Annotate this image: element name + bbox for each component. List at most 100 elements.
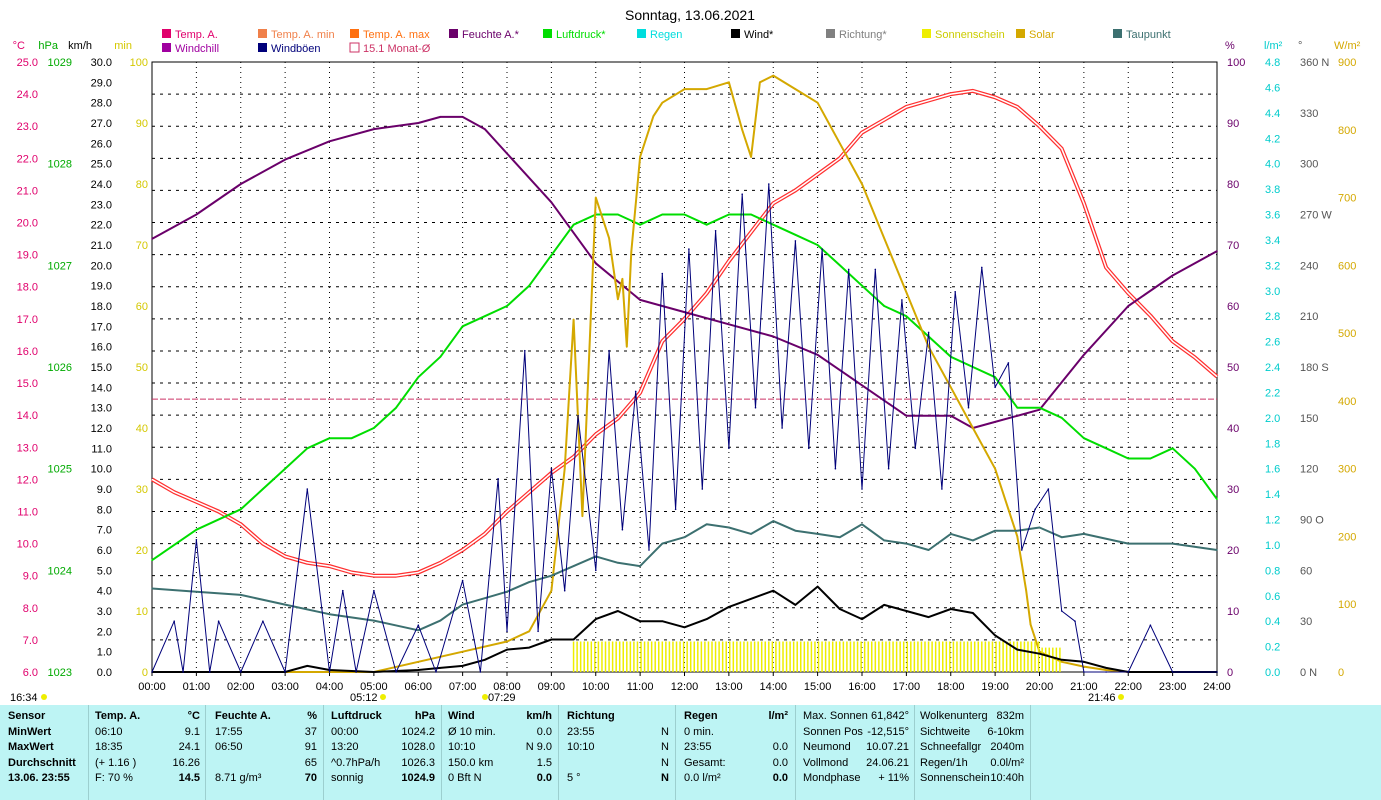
data-point — [506, 590, 508, 593]
data-point — [781, 427, 783, 429]
data-point — [373, 671, 375, 673]
legend-label: Richtung* — [839, 29, 887, 41]
data-point — [417, 661, 420, 663]
data-point — [839, 608, 841, 610]
cell: Gesamt: — [684, 756, 726, 769]
data-point — [661, 620, 664, 622]
data-point — [1016, 529, 1019, 532]
axis-tick-label: 30 — [136, 484, 148, 496]
data-point — [328, 437, 331, 440]
sun-dot-rise — [380, 694, 386, 700]
x-tick-label: 22:00 — [1114, 681, 1142, 693]
axis-tick-label: 0.6 — [1265, 591, 1280, 603]
cell: 24.1 — [178, 741, 200, 753]
axis-tick-label: 1028 — [48, 159, 72, 171]
data-point — [808, 447, 810, 450]
data-point — [816, 244, 819, 246]
legend-label: Wind* — [744, 29, 774, 41]
data-point — [284, 158, 286, 161]
data-point — [994, 467, 996, 470]
data-point — [1034, 508, 1036, 511]
data-point — [626, 345, 628, 348]
axis-tick-label: 30 — [1300, 616, 1312, 628]
data-point — [967, 406, 970, 409]
axis-tick-label: 2.0 — [97, 626, 112, 638]
row-label: Durchschnitt — [8, 756, 76, 769]
row-label: MinWert — [8, 725, 52, 738]
legend-swatch — [543, 29, 552, 38]
data-point — [461, 116, 464, 118]
legend-label: Sonnenschein — [935, 29, 1005, 41]
cell: Schneefallgr — [920, 741, 982, 753]
axis-tick-label: 11.0 — [17, 506, 38, 518]
data-point — [328, 140, 331, 143]
data-point — [182, 671, 184, 673]
data-point — [905, 315, 908, 318]
data-point — [1105, 671, 1107, 673]
axis-tick-label: 60 — [1300, 565, 1312, 577]
temp-column: Temp. A. °C 06:10 9.1 18:35 24.1 (+ 1.16 ) 1… — [95, 709, 200, 787]
cell: N — [661, 772, 669, 784]
axis-tick-label: 13.0 — [91, 403, 112, 415]
data-point — [373, 427, 375, 429]
axis-tick-label: 0.4 — [1265, 616, 1280, 628]
data-point — [439, 356, 442, 358]
data-point — [563, 589, 566, 592]
cell: 0.0l/m² — [990, 756, 1024, 769]
axis-tick-label: 0.2 — [1265, 642, 1280, 654]
cell: Ø 10 min. — [448, 725, 496, 738]
axis-tick-label: 100 — [1227, 57, 1245, 69]
data-point — [883, 604, 885, 606]
axis-tick-label: 180 S — [1300, 362, 1329, 374]
axis-tick-label: 20.0 — [17, 218, 38, 230]
data-point — [581, 515, 584, 517]
legend-swatch — [162, 43, 171, 52]
axis-tick-label: 14.0 — [17, 410, 38, 422]
data-point — [661, 542, 664, 545]
axis-tick-label: 1026 — [48, 362, 72, 374]
legend: Temp. A. Temp. A. min Temp. A. max Feuchte … — [162, 29, 1171, 55]
axis-tick-label: 300 — [1300, 159, 1318, 171]
legend-swatch — [258, 29, 267, 38]
data-point — [1105, 667, 1107, 669]
data-point — [994, 634, 996, 637]
data-point — [634, 390, 637, 393]
axis-tick-label: 3.0 — [1265, 286, 1280, 298]
axis-tick-label: 100 — [1338, 599, 1356, 611]
axis-tick-label: 0 — [142, 667, 148, 679]
header-rain: Regen — [684, 710, 718, 722]
x-tick-label: 02:00 — [227, 681, 255, 693]
data-point — [572, 638, 575, 641]
data-point — [617, 298, 619, 301]
data-point — [950, 533, 952, 535]
axis-tick-label: 1029 — [48, 57, 72, 69]
data-point — [661, 213, 664, 216]
data-point — [306, 447, 309, 450]
data-point — [688, 248, 690, 250]
axis-tick-label: 60 — [136, 301, 148, 313]
cell: 10:10 — [448, 741, 476, 753]
data-point — [639, 620, 641, 622]
data-point — [883, 237, 885, 239]
x-tick-label: 04:00 — [316, 681, 344, 693]
data-point — [417, 376, 420, 379]
axis-tick-label: 19.0 — [17, 250, 38, 262]
data-point — [1216, 671, 1218, 673]
data-point — [1029, 623, 1032, 626]
cell: Sonnen Pos — [803, 725, 863, 738]
data-point — [683, 88, 686, 90]
data-point — [1060, 610, 1063, 612]
data-point — [595, 618, 597, 620]
data-point — [861, 618, 863, 620]
weather-chart: Sonntag, 13.06.2021 Temp. A. Temp. A. min… — [10, 7, 1361, 704]
data-point — [195, 539, 198, 541]
data-point — [861, 284, 863, 287]
data-point — [861, 384, 863, 387]
data-point — [550, 201, 553, 204]
cell: 17:55 — [215, 725, 243, 738]
data-point — [524, 349, 526, 352]
data-point — [772, 74, 775, 77]
cell: N — [661, 741, 669, 753]
cell: 0.0 — [772, 741, 788, 753]
data-point — [941, 488, 943, 490]
